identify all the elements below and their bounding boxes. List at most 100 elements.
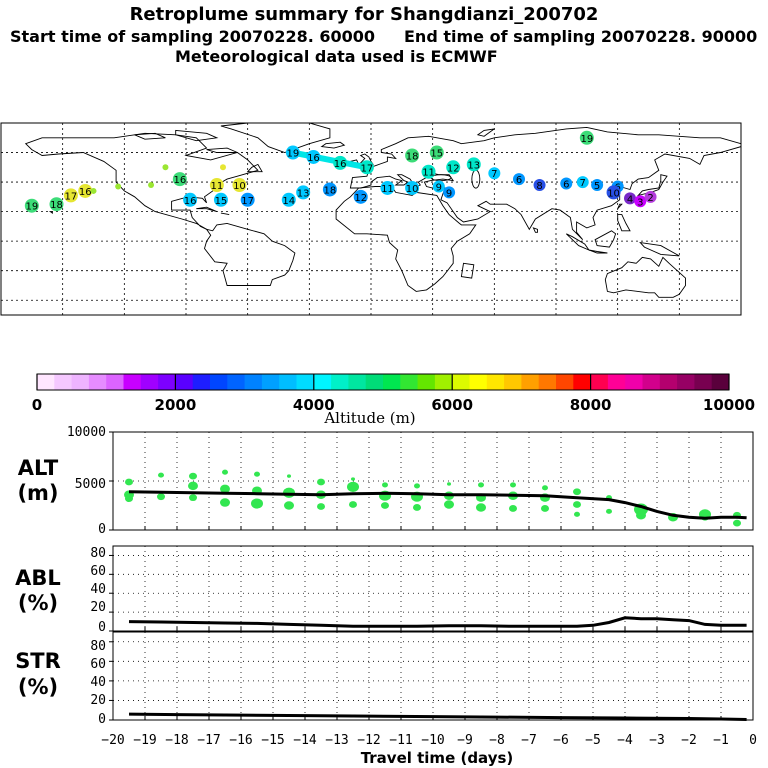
coastline: [594, 230, 617, 248]
plume-point: [560, 177, 573, 190]
plume-point: [513, 173, 525, 186]
colorbar-cell: [71, 374, 90, 390]
colorbar-cell: [365, 374, 384, 390]
plume-day-label: 10: [233, 181, 246, 192]
plume-day-label: 6: [516, 175, 522, 186]
colorbar-cell: [158, 374, 176, 390]
colorbar-cell: [210, 374, 228, 390]
coastline: [220, 212, 230, 216]
plume-day-label: 9: [446, 188, 452, 199]
coastline: [617, 203, 623, 210]
x-axis-title: Travel time (days): [361, 749, 514, 767]
plume-point: [634, 195, 647, 208]
plume-day-label: 11: [210, 181, 223, 192]
colorbar-tick-label: 4000: [293, 396, 335, 414]
colorbar-cell: [625, 374, 643, 390]
x-tick-label: −18: [165, 733, 188, 748]
alt-scatter-point: [444, 500, 454, 509]
alt-scatter: [124, 469, 741, 527]
coastline: [565, 233, 591, 252]
colorbar-cell: [607, 374, 626, 390]
abl-label-line1: ABL: [15, 566, 61, 590]
plume-day-label: 18: [406, 151, 419, 162]
str-tick-0: 0: [98, 712, 106, 727]
plume-day-label: 17: [241, 196, 254, 207]
alt-scatter-point: [284, 501, 294, 510]
plume-point: [333, 155, 348, 170]
plume-day-label: 4: [627, 194, 633, 205]
plume-point: [183, 192, 198, 207]
colorbar-cell: [192, 374, 211, 390]
alt-scatter-point: [447, 482, 451, 486]
alt-scatter-point: [317, 478, 325, 486]
abl-tick-60: 60: [90, 564, 106, 579]
alt-scatter-point: [733, 519, 741, 527]
alt-scatter-point: [636, 511, 646, 520]
plume-point: [429, 145, 444, 160]
alt-tick-5000: 5000: [75, 477, 106, 492]
plume-point: [240, 192, 255, 207]
alt-scatter-point: [220, 484, 230, 494]
plume-day-label: 15: [215, 196, 228, 207]
str-tick-60: 60: [90, 657, 106, 672]
alt-scatter-point: [220, 498, 230, 507]
str-grid: [109, 632, 754, 721]
alt-scatter-point: [317, 503, 325, 510]
plume-point: [579, 130, 594, 145]
plume-day-label: 19: [25, 202, 38, 213]
figure-title: Retroplume summary for Shangdianzi_20070…: [130, 4, 599, 25]
str-tick-20: 20: [90, 693, 106, 708]
alt-scatter-point: [476, 503, 486, 512]
plume-point: [115, 183, 122, 190]
plume-streak: [289, 149, 370, 171]
alt-scatter-point: [222, 469, 228, 475]
plume-day-label: 16: [173, 175, 186, 186]
x-tick-label: −9: [457, 733, 473, 748]
str-frame: [112, 631, 754, 721]
abl-tick-0: 0: [98, 620, 106, 635]
alt-scatter-point: [382, 482, 388, 488]
x-axis-ticks: −20 −19 −18 −17 −16 −15 −14 −13 −12 −11 −10 −9 −8 −7−…: [101, 733, 757, 748]
alt-panel: ALT (m) 10000 5000 0: [17, 425, 754, 537]
coastline: [588, 249, 608, 254]
colorbar-ticks: 0 2000 4000 6000 8000 10000: [32, 374, 755, 414]
alt-scatter-point: [158, 472, 164, 478]
x-tick-label: −1: [713, 733, 729, 748]
plume-day-label: 9: [436, 183, 442, 194]
plume-point: [606, 185, 621, 200]
plume-day-label: 12: [354, 193, 367, 204]
plume-day-label: 10: [406, 184, 419, 195]
abl-panel: ABL (%) 80 60 40 20 0: [15, 545, 754, 635]
colorbar-cell: [677, 374, 695, 390]
plume-day-label: 18: [50, 200, 63, 211]
coastline: [460, 262, 475, 279]
plume-day-label: 16: [334, 159, 347, 170]
plume-point: [213, 192, 228, 207]
colorbar-cell: [659, 374, 678, 390]
plume-point: [281, 192, 296, 207]
colorbar-cell: [573, 374, 591, 390]
plume-day-label: 16: [184, 196, 197, 207]
colorbar-cell: [469, 374, 488, 390]
colorbar-cell: [54, 374, 72, 390]
alt-scatter-point: [414, 483, 420, 489]
plume-point: [148, 182, 155, 189]
alt-scatter-point: [189, 494, 197, 502]
alt-scatter-point: [254, 471, 260, 477]
colorbar-cell: [244, 374, 263, 390]
x-tick-label: −4: [617, 733, 633, 748]
plume-day-label: 10: [607, 188, 620, 199]
alt-scatter-point: [157, 493, 165, 501]
str-panel: STR (%) 80 60 40 20 0: [15, 631, 754, 727]
plume-day-label: 6: [563, 180, 569, 191]
plume-point: [644, 190, 657, 203]
x-tick-label: −10: [421, 733, 444, 748]
x-tick-label: −7: [521, 733, 537, 748]
plume-day-label: 17: [65, 191, 78, 202]
plume-day-label: 11: [381, 184, 394, 195]
x-tick-label: −17: [197, 733, 220, 748]
colorbar-cell: [348, 374, 367, 390]
coastline: [320, 141, 346, 149]
